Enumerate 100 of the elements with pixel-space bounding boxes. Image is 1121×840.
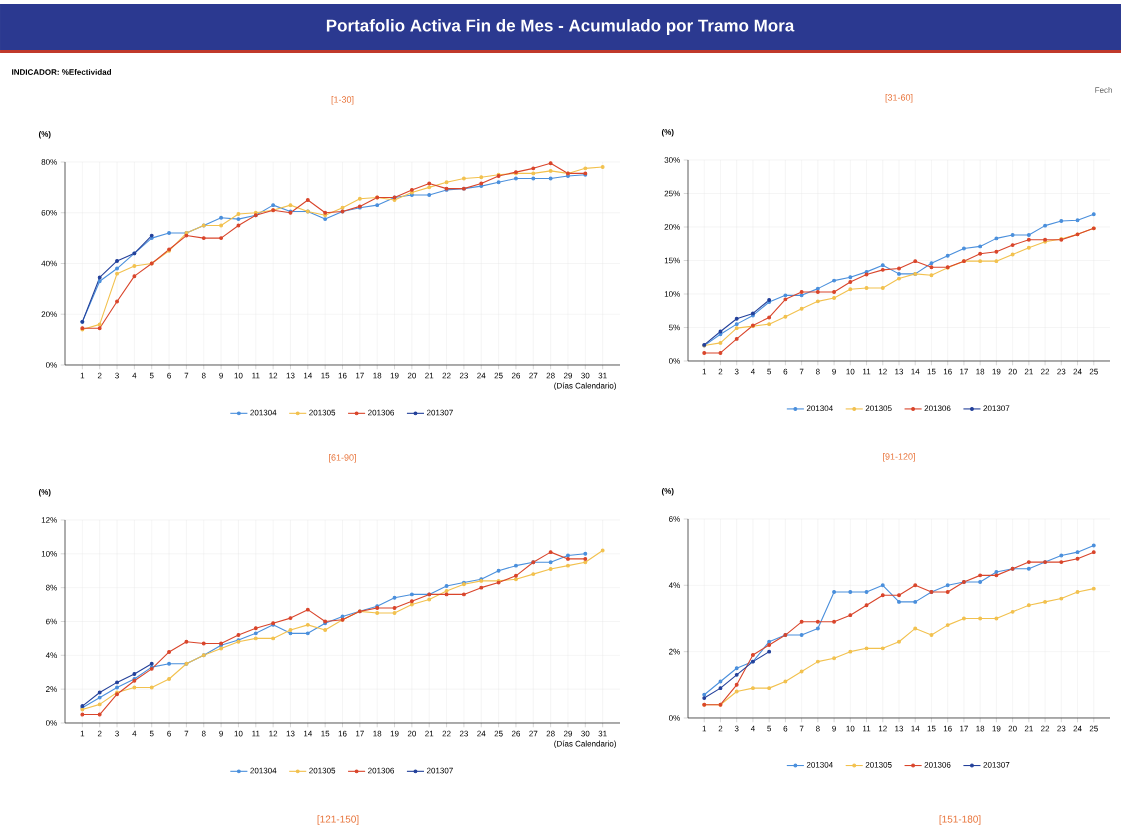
x-tick-label: 4 xyxy=(132,730,137,737)
x-tick-label: 16 xyxy=(943,368,952,375)
legend-label: 201305 xyxy=(865,405,892,412)
legend-label: 201307 xyxy=(983,761,1010,768)
y-tick-label: 6% xyxy=(46,618,57,625)
y-tick-label: 6% xyxy=(669,516,680,522)
y-tick-label: 10% xyxy=(41,550,57,557)
x-tick-label: 1 xyxy=(80,730,85,737)
x-tick-label: 14 xyxy=(911,725,920,732)
text: Portafolio Activa Fin de Mes - Acumulado por Tramo Mora xyxy=(326,19,795,35)
x-tick-label: 23 xyxy=(459,372,469,379)
x-tick-label: 19 xyxy=(992,725,1001,732)
x-tick-label: 4 xyxy=(750,725,755,732)
x-tick-label: 26 xyxy=(511,730,521,737)
legend-label: 201304 xyxy=(806,405,833,412)
legend-label: 201305 xyxy=(309,767,336,774)
y-tick-label: 0% xyxy=(668,715,680,721)
x-tick-label: 29 xyxy=(563,730,573,737)
x-tick-label: 13 xyxy=(895,725,904,732)
x-tick-label: 13 xyxy=(286,372,295,379)
y-axis-title: (%) xyxy=(661,487,674,496)
legend-label: 201305 xyxy=(865,761,892,768)
x-tick-label: 18 xyxy=(373,730,382,737)
y-axis-title: (%) xyxy=(38,488,51,497)
x-tick-label: 15 xyxy=(927,368,936,375)
x-tick-label: 16 xyxy=(338,730,347,737)
y-tick-label: 8% xyxy=(45,584,57,591)
legend-label: 201306 xyxy=(924,405,951,412)
x-tick-label: 21 xyxy=(425,730,434,737)
x-tick-label: 13 xyxy=(895,368,904,375)
x-tick-label: 17 xyxy=(960,725,968,732)
x-tick-label: 28 xyxy=(546,372,555,379)
chart-title: [91-120] xyxy=(883,453,915,462)
legend-label: 201307 xyxy=(983,405,1010,412)
x-tick-label: 23 xyxy=(459,730,469,737)
legend-label: 201306 xyxy=(368,767,395,774)
x-tick-label: 25 xyxy=(1089,725,1098,732)
x-tick-label: 17 xyxy=(356,372,364,379)
y-tick-label: 5% xyxy=(668,324,680,331)
x-tick-label: 3 xyxy=(115,372,119,379)
chart-title: [61-90] xyxy=(329,454,356,463)
x-tick-label: 27 xyxy=(529,372,538,379)
x-tick-label: 31 xyxy=(598,730,607,737)
y-tick-label: 20% xyxy=(41,311,57,318)
x-tick-label: 4 xyxy=(750,368,755,375)
legend-label: 201305 xyxy=(309,409,336,416)
x-tick-label: 13 xyxy=(286,730,295,737)
x-axis-title: (Días Calendario) xyxy=(554,382,616,391)
y-tick-label: 0% xyxy=(45,720,57,726)
x-tick-label: 6 xyxy=(783,368,788,375)
x-tick-label: 7 xyxy=(184,372,189,379)
legend-label: 201307 xyxy=(426,409,453,416)
x-tick-label: 7 xyxy=(184,730,189,737)
x-tick-label: 8 xyxy=(201,730,206,737)
x-axis-title: (Días Calendario) xyxy=(554,740,616,749)
x-tick-label: 1 xyxy=(702,725,707,732)
x-tick-label: 3 xyxy=(115,730,119,737)
x-tick-label: 6 xyxy=(783,725,788,732)
x-tick-label: 4 xyxy=(132,372,137,379)
y-tick-label: 80% xyxy=(41,159,57,165)
x-tick-label: 10 xyxy=(234,730,243,737)
x-tick-label: 5 xyxy=(149,372,154,379)
y-tick-label: 2% xyxy=(46,686,57,692)
x-tick-label: 20 xyxy=(407,730,417,737)
x-tick-label: 24 xyxy=(1073,368,1082,375)
x-tick-label: 3 xyxy=(734,725,739,732)
x-tick-label: 19 xyxy=(992,368,1001,375)
chart-title: [1-30] xyxy=(331,96,354,105)
y-tick-label: 10% xyxy=(664,291,680,297)
x-tick-label: 12 xyxy=(878,368,887,375)
x-tick-label: 24 xyxy=(1073,725,1082,732)
x-tick-label: 6 xyxy=(167,730,171,737)
y-tick-label: 25% xyxy=(664,190,680,197)
x-tick-label: 21 xyxy=(1024,368,1033,375)
x-tick-label: 20 xyxy=(1008,368,1017,375)
x-tick-label: 2 xyxy=(718,725,723,732)
x-tick-label: 25 xyxy=(1089,368,1098,375)
x-tick-label: 17 xyxy=(960,368,968,375)
x-tick-label: 25 xyxy=(494,730,503,737)
text: INDICADOR: %Efectividad xyxy=(12,69,112,75)
x-tick-label: 15 xyxy=(321,372,330,379)
text: Fech xyxy=(1095,87,1112,93)
y-tick-label: 4% xyxy=(45,652,57,659)
x-tick-label: 12 xyxy=(878,725,887,732)
x-tick-label: 2 xyxy=(97,730,102,737)
x-tick-label: 2 xyxy=(718,368,723,375)
y-tick-label: 20% xyxy=(664,224,680,230)
x-tick-label: 15 xyxy=(927,725,936,732)
x-tick-label: 5 xyxy=(767,368,772,375)
text: [121-150] xyxy=(317,815,359,825)
x-tick-label: 16 xyxy=(338,372,347,379)
y-tick-label: 30% xyxy=(664,157,680,163)
x-tick-label: 2 xyxy=(97,372,102,379)
x-tick-label: 14 xyxy=(303,372,313,379)
y-tick-label: 2% xyxy=(669,648,680,655)
x-tick-label: 10 xyxy=(846,725,855,732)
x-tick-label: 10 xyxy=(846,368,855,375)
y-axis-title: (%) xyxy=(661,128,674,137)
y-tick-label: 0% xyxy=(45,362,57,368)
legend-label: 201304 xyxy=(250,767,277,774)
